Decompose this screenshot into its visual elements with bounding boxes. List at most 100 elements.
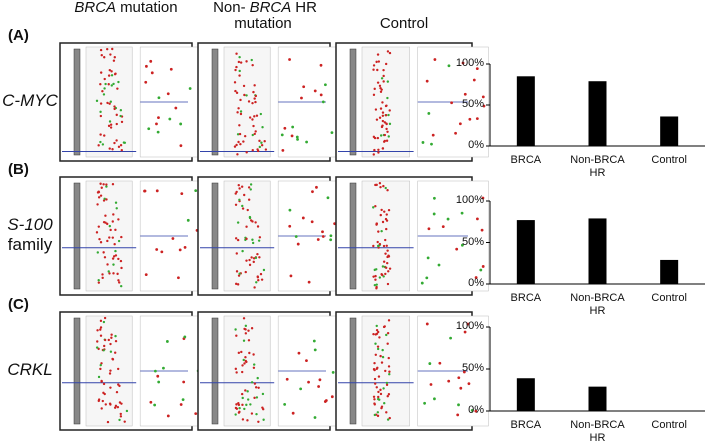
- track-dot: [251, 149, 254, 152]
- track-dot: [234, 89, 237, 93]
- track-dot: [381, 119, 385, 123]
- track-dot: [385, 383, 389, 387]
- track-dot: [104, 82, 107, 86]
- track-dot: [387, 365, 391, 368]
- zoom-dot: [168, 117, 172, 121]
- track-dot: [245, 259, 248, 262]
- track-dot: [244, 389, 247, 392]
- zoom-dot: [330, 395, 334, 399]
- track-dot: [253, 115, 256, 118]
- zoom-dot: [299, 387, 303, 391]
- track-dot: [254, 256, 258, 260]
- track-dot: [382, 244, 386, 248]
- track-area: [85, 46, 133, 158]
- track-dot: [386, 130, 389, 133]
- track-dot: [261, 392, 265, 396]
- track-dot: [385, 213, 388, 216]
- track-dot: [252, 353, 255, 356]
- track-dot: [245, 360, 248, 364]
- zoom-dot: [420, 281, 424, 285]
- zoom-dot: [459, 386, 463, 390]
- zoom-dot: [281, 148, 285, 152]
- track-dot: [254, 94, 258, 98]
- track-dot: [100, 186, 103, 189]
- track-dot: [103, 77, 106, 81]
- track-dot: [107, 124, 111, 128]
- zoom-dot: [295, 135, 299, 139]
- track-dot: [386, 96, 389, 100]
- track-dot: [382, 80, 385, 83]
- row-gene: CRKL: [0, 360, 60, 380]
- zoom-dot: [427, 112, 431, 115]
- track-dot: [113, 243, 116, 246]
- x-tick-label: Non-BRCA HR: [570, 419, 625, 444]
- track-dot: [104, 214, 107, 217]
- track-dot: [375, 60, 378, 64]
- track-dot: [102, 93, 106, 96]
- track-dot: [236, 221, 240, 224]
- track-dot: [234, 192, 237, 195]
- track-dot: [379, 134, 383, 137]
- row-tag: (B): [8, 161, 29, 178]
- track-dot: [375, 328, 379, 332]
- zoom-dot: [288, 208, 292, 212]
- track-dot: [249, 219, 253, 222]
- track-dot: [241, 396, 244, 400]
- track-dot: [256, 149, 260, 153]
- track-dot: [113, 406, 117, 409]
- zoom-dot: [149, 400, 153, 404]
- track-dot: [385, 411, 388, 414]
- track-dot: [372, 275, 375, 278]
- track-dot: [373, 377, 377, 381]
- track-dot: [105, 185, 108, 188]
- zoom-dot: [160, 250, 164, 254]
- zoom-dot: [474, 276, 478, 279]
- y-tick-label: 50%: [461, 235, 484, 248]
- track-dot: [381, 265, 385, 268]
- track-dot: [256, 225, 260, 228]
- track-dot: [375, 283, 378, 286]
- track-dot: [97, 190, 100, 193]
- track-dot: [112, 263, 115, 266]
- track-dot: [240, 392, 244, 396]
- track-dot: [99, 102, 103, 105]
- header-text: BRCA: [249, 0, 292, 16]
- track-dot: [250, 58, 253, 62]
- track-dot: [99, 83, 102, 86]
- track-dot: [374, 274, 377, 278]
- zoom-dot: [438, 361, 442, 365]
- gene-name: CRKL: [7, 360, 53, 379]
- track-dot: [233, 81, 237, 84]
- track-dot: [259, 272, 263, 276]
- track-dot: [117, 218, 120, 221]
- track-dot: [117, 279, 120, 282]
- row-gene: S-100 family: [0, 215, 60, 255]
- track-dot: [238, 410, 241, 414]
- header-text: Control: [379, 15, 429, 32]
- row-tag: (C): [8, 296, 29, 313]
- bar: [516, 220, 535, 284]
- track-dot: [253, 84, 256, 87]
- zoom-dot: [462, 370, 466, 374]
- track-dot: [234, 282, 238, 286]
- zoom-dot: [178, 248, 182, 252]
- track-dot: [262, 418, 265, 421]
- column-header: Non- BRCA HR mutation: [194, 0, 334, 32]
- track-dot: [114, 339, 118, 343]
- track-dot: [246, 390, 249, 393]
- zoom-dot: [330, 131, 334, 135]
- track-dot: [388, 416, 391, 420]
- track-dot: [377, 230, 380, 233]
- track-dot: [387, 393, 391, 396]
- track-dot: [384, 217, 388, 221]
- track-dot: [249, 403, 252, 406]
- track-dot: [375, 386, 378, 389]
- zoom-dot: [463, 92, 467, 96]
- track-dot: [375, 324, 378, 328]
- track-dot: [242, 339, 246, 342]
- header-text: BRCA: [74, 0, 117, 16]
- track-dot: [373, 136, 377, 140]
- zoom-dot: [294, 235, 298, 238]
- track-dot: [108, 372, 112, 375]
- track-dot: [119, 284, 123, 288]
